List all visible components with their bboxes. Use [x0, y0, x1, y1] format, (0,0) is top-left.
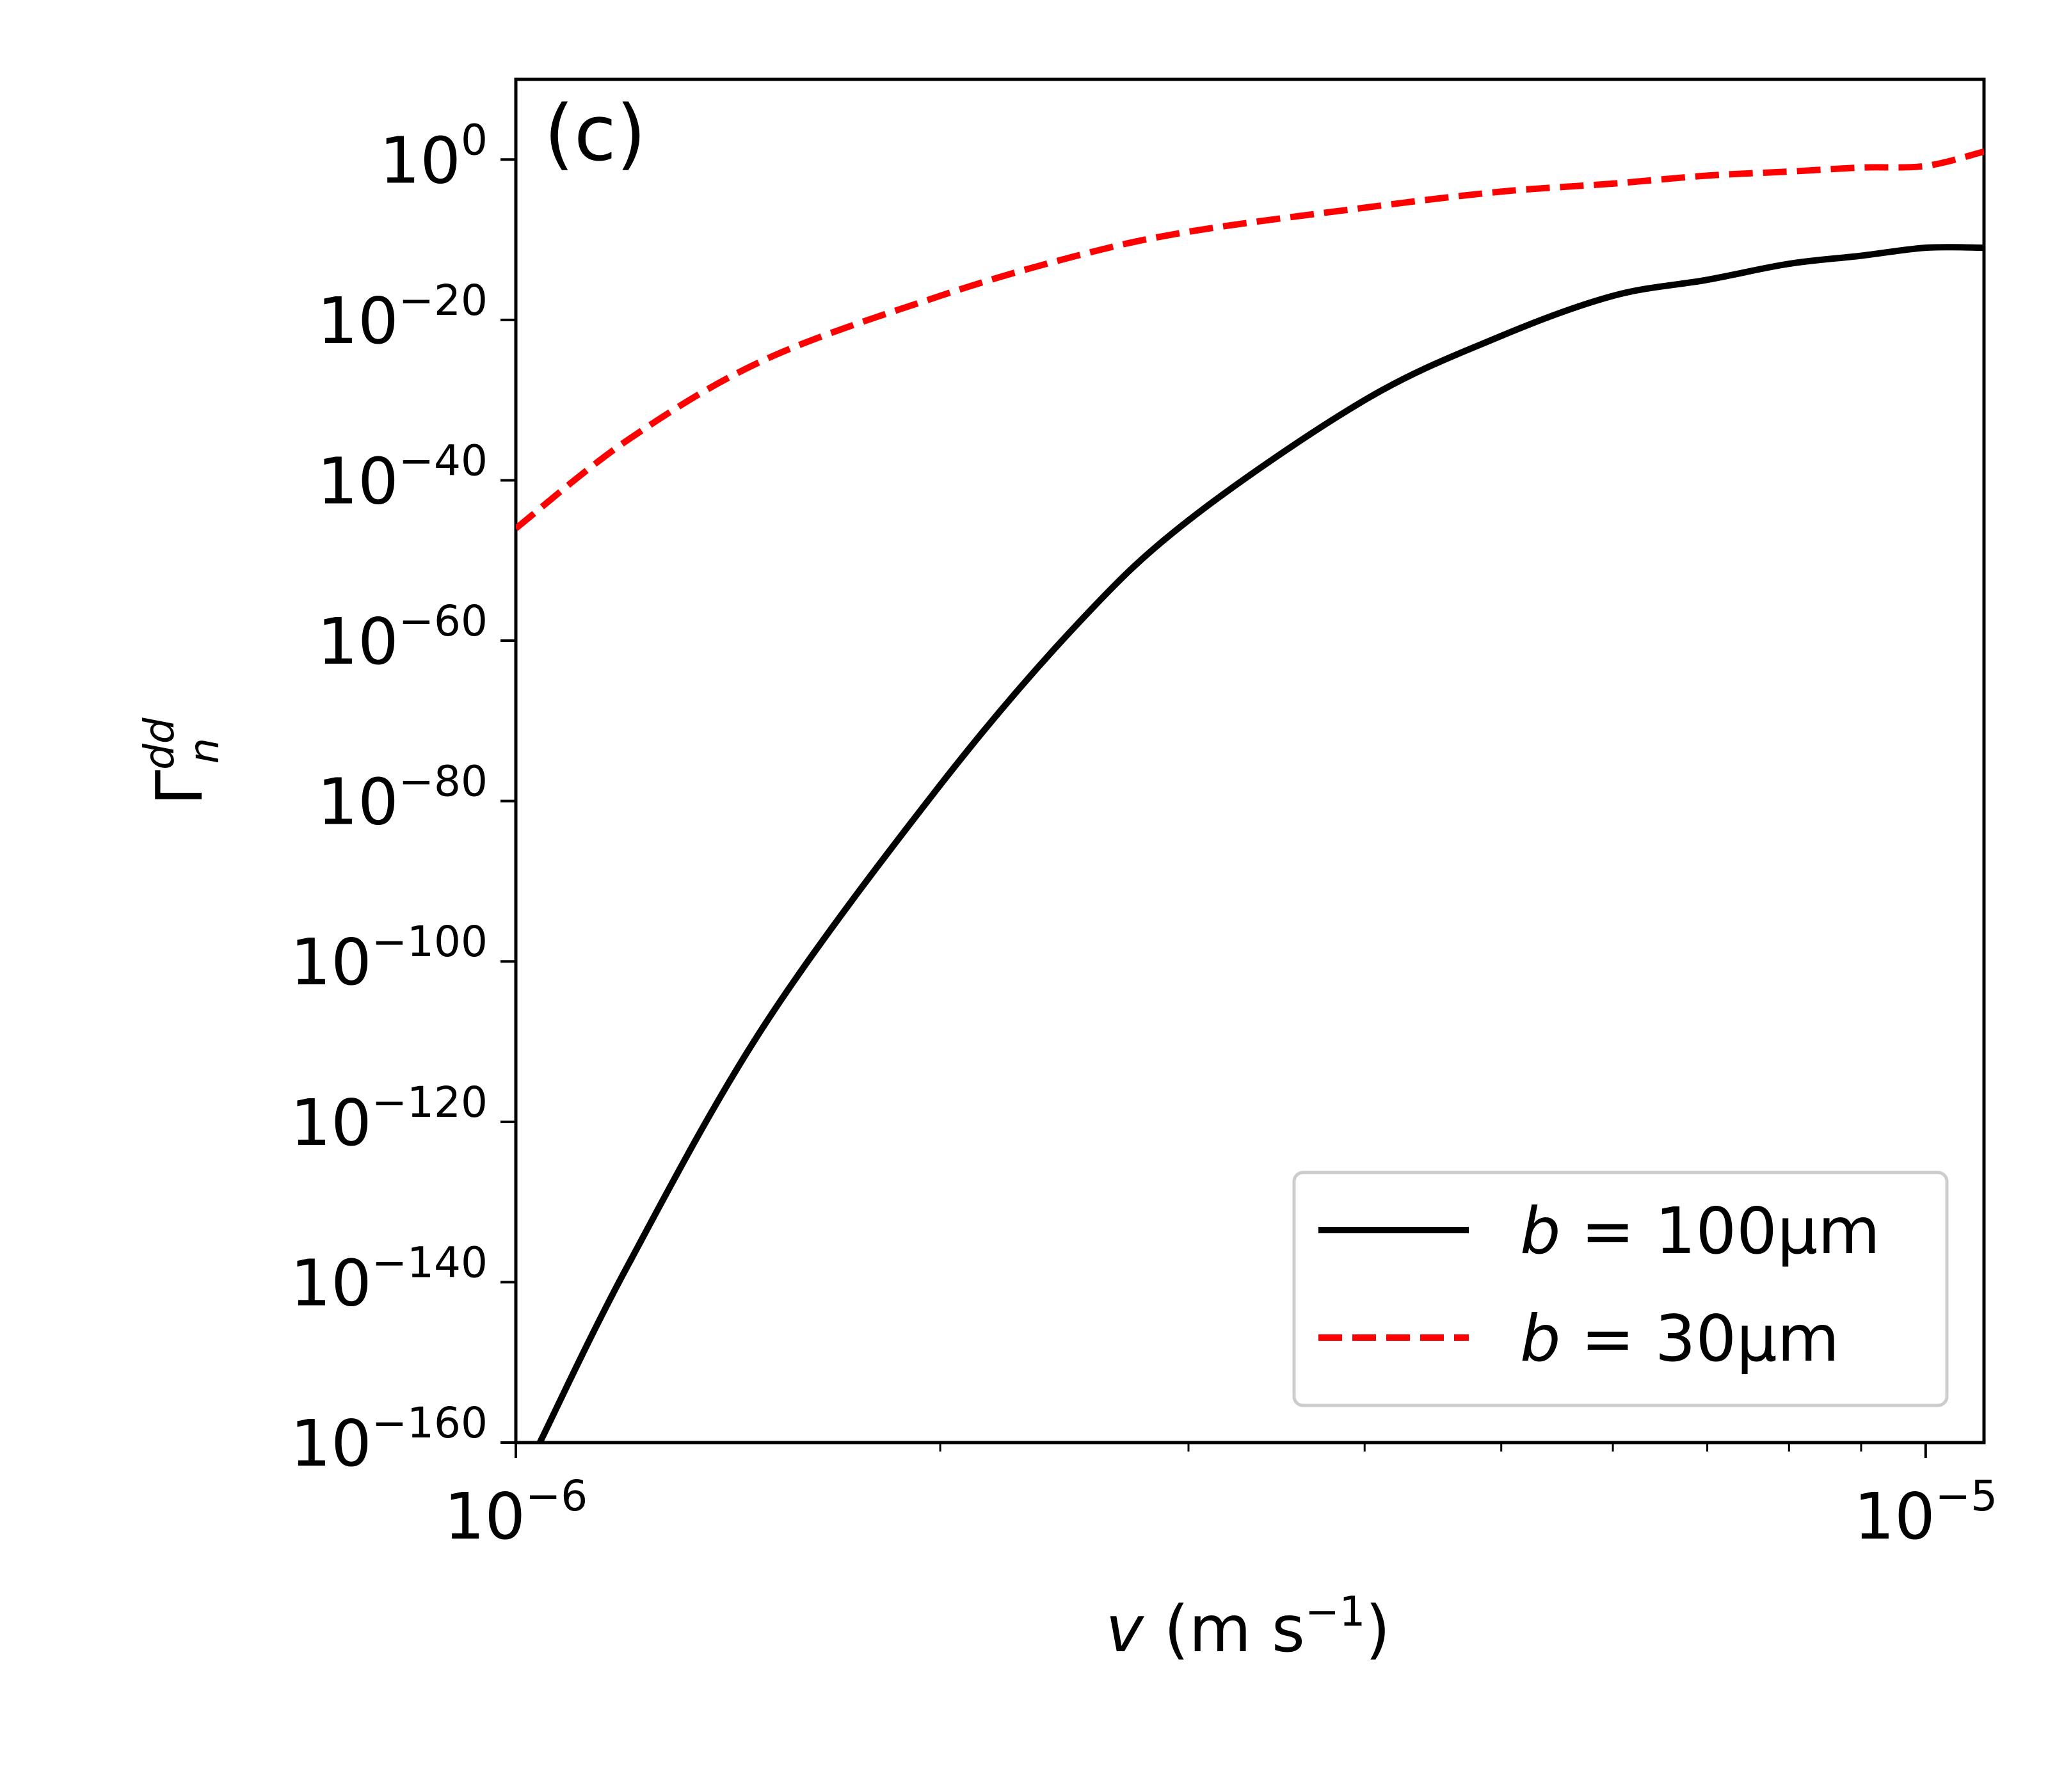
y-axis-label-group: Γddn [136, 717, 228, 805]
x-axis: 10−6 10−5 [444, 1443, 1997, 1554]
x-axis-label-unit: (m s [1144, 1592, 1305, 1667]
series-line-0 [536, 244, 1984, 1443]
y-tick-label-3: 10−60 [317, 596, 488, 679]
x-axis-label-var: v [1106, 1592, 1145, 1667]
x-axis-label-close: ) [1365, 1592, 1390, 1667]
y-axis-label-sub: n [181, 738, 228, 764]
y-axis-label-base: Γ [142, 769, 217, 805]
x-tick-label-0: 10−6 [444, 1471, 588, 1554]
y-tick-label-4: 10−80 [317, 757, 488, 840]
y-axis-label-sup: dd [136, 717, 184, 770]
x-axis-label: v (m s−1) [1106, 1588, 1391, 1667]
panel-label: (c) [544, 90, 646, 179]
y-tick-label-0: 100 [380, 115, 488, 198]
y-tick-label-2: 10−40 [317, 436, 488, 518]
y-tick-label-5: 10−100 [290, 917, 488, 1000]
legend-text-b100: b = 100μm [1520, 1194, 1880, 1268]
y-tick-label-8: 10−160 [290, 1398, 488, 1481]
series-line-1 [516, 148, 1984, 531]
y-tick-label-7: 10−140 [290, 1238, 488, 1320]
series-layer [516, 148, 1984, 1443]
y-tick-label-1: 10−20 [317, 276, 488, 358]
x-axis-label-unit-exp: −1 [1305, 1588, 1365, 1636]
legend-text-b30: b = 30μm [1520, 1301, 1839, 1376]
x-tick-label-1: 10−5 [1854, 1471, 1998, 1554]
y-tick-label-6: 10−120 [290, 1078, 488, 1160]
y-axis-label: Γddn [136, 717, 228, 805]
legend: b = 100μm b = 30μm [1292, 1171, 1949, 1407]
y-axis: 100 10−20 10−40 10−60 10−80 10−100 10−120 10−14… [290, 115, 516, 1481]
